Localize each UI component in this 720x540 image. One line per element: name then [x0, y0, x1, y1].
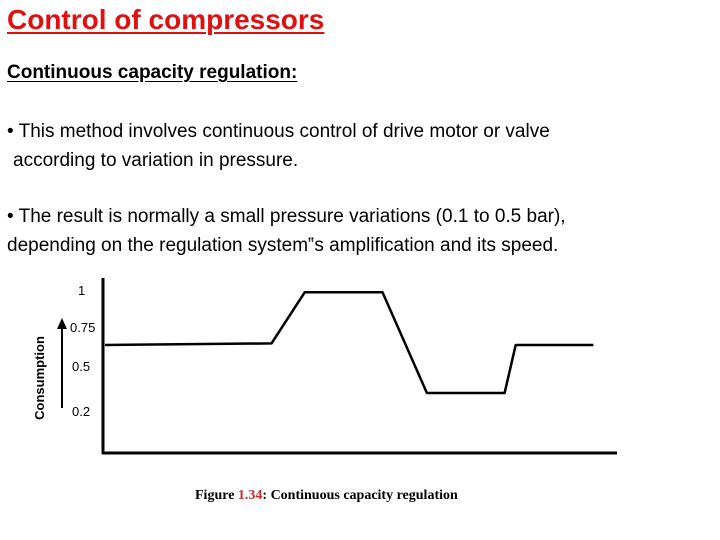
bullet-paragraph-1: • This method involves continuous contro… [7, 117, 550, 175]
figure-caption-prefix: Figure [195, 488, 238, 503]
page-title: Control of compressors [7, 4, 325, 35]
y-tick-label: 0.5 [72, 359, 90, 374]
y-tick-label: 0.75 [70, 320, 95, 335]
bullet-1-line-1: • This method involves continuous contro… [7, 121, 550, 142]
bullet-2-line-1: • The result is normally a small pressur… [7, 206, 566, 227]
chart-layer: Consumption 0.2 0.5 0.75 1 [32, 278, 617, 455]
y-tick-label: 1 [78, 283, 85, 298]
arrow-head [57, 318, 67, 329]
bullet-paragraph-2: • The result is normally a small pressur… [7, 202, 566, 260]
y-axis-label: Consumption [32, 336, 47, 420]
figure-caption-number: 1.34 [237, 488, 263, 503]
bullet-1-line-2: according to variation in pressure. [13, 150, 299, 171]
y-tick-label: 0.2 [72, 404, 90, 419]
figure-caption-text: : Continuous capacity regulation [262, 488, 458, 503]
bullet-2-line-2: depending on the regulation system‟s amp… [7, 235, 559, 256]
consumption-series-line [104, 290, 594, 395]
section-subtitle: Continuous capacity regulation: [7, 62, 298, 83]
figure-caption: Figure 1.34: Continuous capacity regulat… [195, 488, 458, 504]
consumption-chart: Consumption 0.2 0.5 0.75 1 [32, 278, 617, 455]
